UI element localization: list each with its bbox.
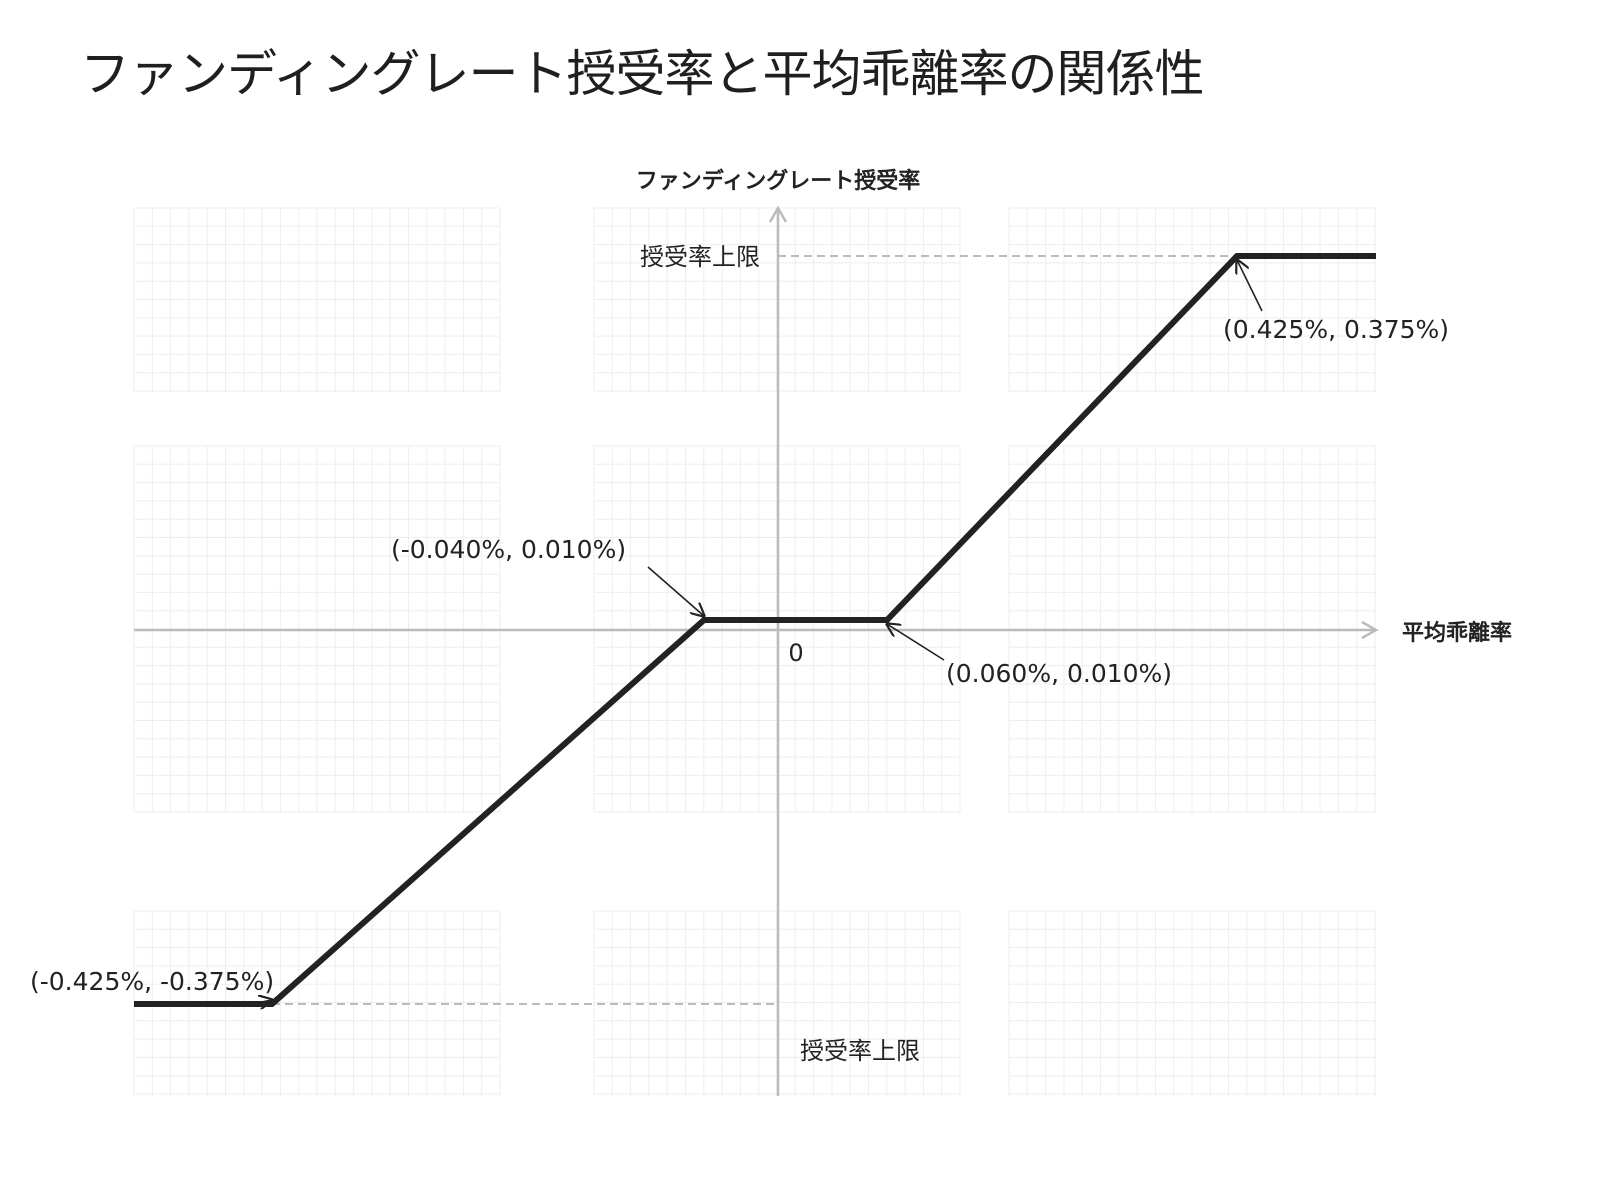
annotations: (-0.425%, -0.375%) (-0.040%, 0.010%) (0.06… xyxy=(30,260,1449,1003)
series xyxy=(134,253,1376,1007)
series-line xyxy=(134,253,1376,1007)
annotation-arrow xyxy=(1237,260,1263,312)
upper-cap-label: 授受率上限 xyxy=(640,243,760,271)
annotation-arrow xyxy=(647,566,704,616)
annotation-label: (0.425%, 0.375%) xyxy=(1223,315,1449,344)
annotation-label: (-0.040%, 0.010%) xyxy=(391,535,626,564)
annotation-arrow xyxy=(255,1000,272,1003)
lower-cap-label: 授受率上限 xyxy=(800,1037,920,1065)
chart-title: ファンディングレート授受率と平均乖離率の関係性 xyxy=(80,45,1204,103)
annotation-label: (0.060%, 0.010%) xyxy=(946,659,1172,688)
annotation-arrow xyxy=(887,624,945,661)
annotation-label: (-0.425%, -0.375%) xyxy=(30,967,274,996)
reference-lines xyxy=(272,255,1237,1005)
origin-label: 0 xyxy=(788,639,803,667)
y-axis-arrow xyxy=(768,205,788,223)
y-axis-title: ファンディングレート授受率 xyxy=(636,168,920,194)
axes xyxy=(134,205,1379,1096)
x-axis-arrow xyxy=(1361,620,1379,640)
x-axis-title: 平均乖離率 xyxy=(1402,620,1512,646)
